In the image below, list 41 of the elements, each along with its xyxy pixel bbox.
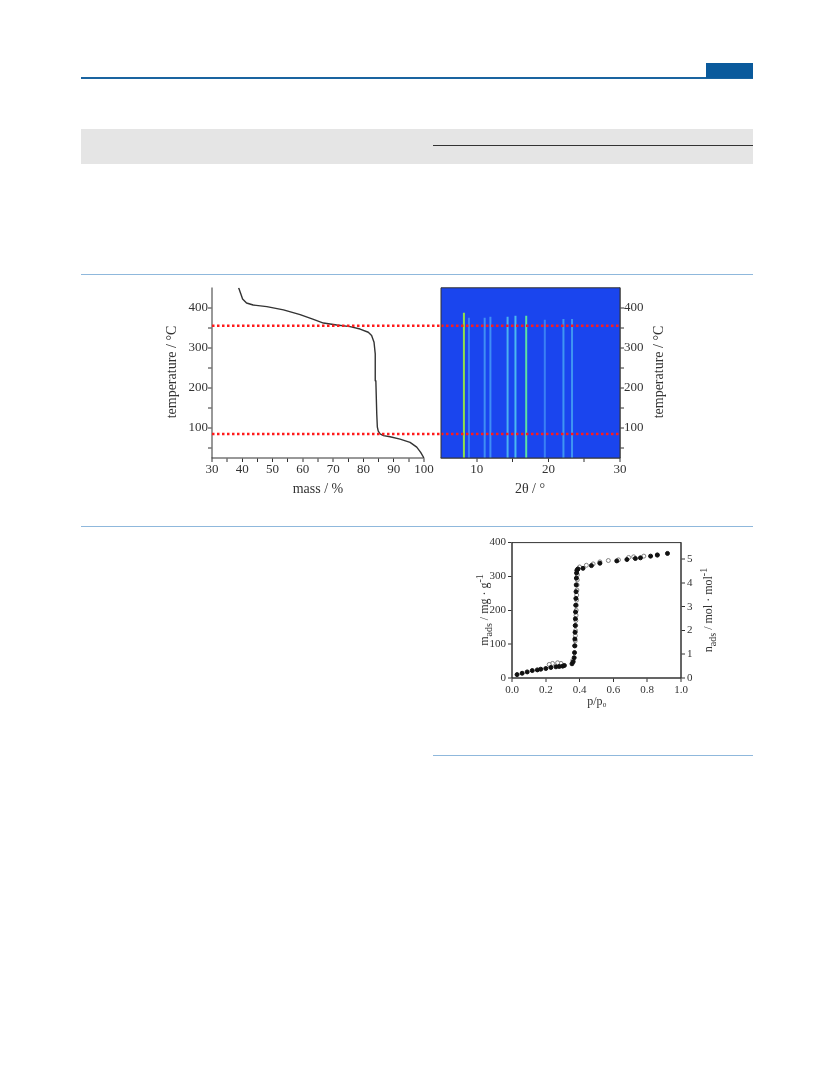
- x-tick-label: 100: [414, 461, 434, 477]
- y-tick-label: 400: [489, 535, 507, 548]
- y-tick-label: 300: [489, 569, 507, 582]
- x-tick-label: 70: [326, 461, 340, 477]
- y-tick-label: 0: [500, 670, 507, 683]
- y-tick-label: 100: [188, 419, 208, 435]
- x-tick-label: 30: [205, 461, 219, 477]
- x-tick-label: 40: [235, 461, 249, 477]
- x-tick-label: 80: [356, 461, 370, 477]
- x-axis-title: 2θ / °: [514, 481, 546, 497]
- x-tick-label: 0.4: [572, 683, 587, 696]
- x-tick-label: 60: [296, 461, 310, 477]
- x-tick-label: 90: [387, 461, 401, 477]
- y-tick-label: 200: [624, 379, 644, 395]
- y-axis-title: temperature / °C: [164, 325, 180, 419]
- y-tick-label: 300: [624, 339, 644, 355]
- y-tick-label: 400: [188, 299, 208, 315]
- x-tick-label: 0.8: [640, 683, 655, 696]
- x-tick-label: 30: [613, 461, 627, 477]
- x-tick-label: 0.0: [505, 683, 520, 696]
- x-axis-title: p/p₀: [587, 694, 607, 709]
- x-tick-label: 0.2: [538, 683, 553, 696]
- x-tick-label: 50: [266, 461, 280, 477]
- x-tick-label: 10: [470, 461, 484, 477]
- y2-tick-label: 3: [687, 599, 693, 612]
- x-tick-label: 0.6: [606, 683, 621, 696]
- y2-tick-label: 4: [687, 575, 693, 588]
- y2-tick-label: 2: [687, 623, 693, 636]
- y-tick-label: 200: [188, 379, 208, 395]
- x-tick-label: 20: [541, 461, 555, 477]
- y-tick-label: 400: [624, 299, 644, 315]
- y-tick-label: 300: [188, 339, 208, 355]
- y2-tick-label: 5: [687, 552, 693, 565]
- x-tick-label: 1.0: [674, 683, 689, 696]
- y2-tick-label: 1: [687, 647, 693, 660]
- y2-tick-label: 0: [687, 670, 693, 683]
- y-tick-label: 100: [489, 637, 507, 650]
- y-axis-title: temperature / °C: [651, 325, 667, 419]
- y-tick-label: 100: [624, 419, 644, 435]
- y-tick-label: 200: [489, 603, 507, 616]
- x-axis-title: mass / %: [292, 481, 344, 497]
